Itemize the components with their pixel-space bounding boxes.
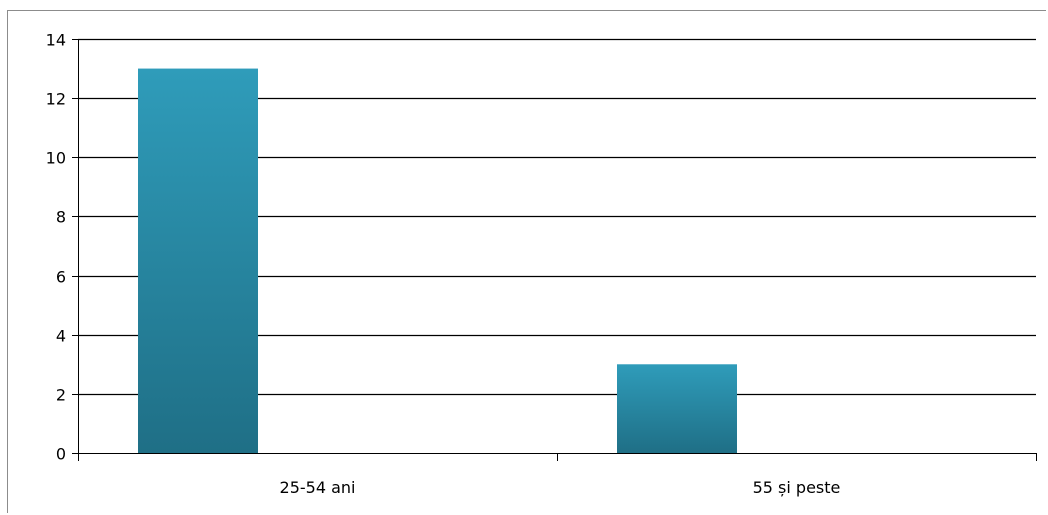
- bar-55-i-peste: [617, 364, 737, 453]
- bars: [138, 68, 737, 454]
- y-tick-label-8: 8: [56, 208, 66, 227]
- y-tick-label-6: 6: [56, 268, 66, 287]
- y-tick-label-4: 4: [56, 327, 66, 346]
- tick-labels: 0 2 4 6 8 10 12 14 25-54 ani 55 și peste: [46, 31, 841, 498]
- y-tick-label-12: 12: [46, 90, 66, 109]
- axes: [72, 39, 1037, 461]
- y-tick-label-14: 14: [46, 31, 66, 50]
- y-tick-label-2: 2: [56, 386, 66, 405]
- y-tick-label-10: 10: [46, 149, 66, 168]
- x-tick-label-1: 55 și peste: [753, 478, 841, 497]
- bar-25-54-ani: [138, 68, 258, 454]
- x-tick-label-0: 25-54 ani: [280, 478, 356, 497]
- y-tick-label-0: 0: [56, 445, 66, 464]
